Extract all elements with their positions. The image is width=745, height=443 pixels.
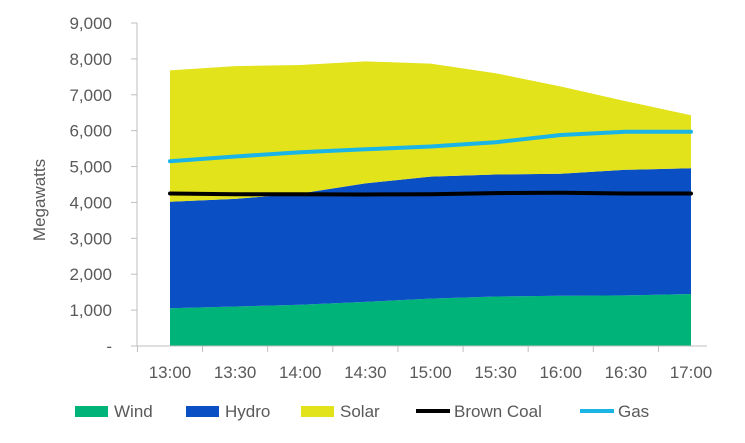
x-tick-label: 17:00 — [670, 363, 713, 382]
line-brown-coal — [168, 190, 693, 197]
x-tick-label: 14:00 — [279, 363, 322, 382]
y-tick-label: 2,000 — [69, 265, 112, 284]
y-tick-label: 9,000 — [69, 14, 112, 33]
legend-swatch-wind — [75, 406, 108, 417]
y-tick-label: 1,000 — [69, 301, 112, 320]
x-tick-label: 13:00 — [149, 363, 192, 382]
y-axis-label: Megawatts — [30, 159, 49, 241]
line-gas — [168, 129, 693, 164]
legend-label-solar: Solar — [340, 402, 380, 421]
legend-label-hydro: Hydro — [225, 402, 270, 421]
axes — [131, 22, 707, 352]
series-lines — [168, 129, 693, 197]
y-tick-label: 6,000 — [69, 122, 112, 141]
y-tick-label: 8,000 — [69, 50, 112, 69]
x-tick-label: 13:30 — [214, 363, 257, 382]
legend: Wind Hydro Solar Brown Coal Gas — [75, 402, 649, 421]
tick-labels: - 1,000 2,000 3,000 4,000 5,000 6,000 7,000 8,00… — [69, 14, 712, 382]
stacked-areas — [170, 61, 691, 346]
y-tick-label: - — [106, 337, 112, 356]
legend-label-gas: Gas — [618, 402, 649, 421]
y-tick-label: 5,000 — [69, 158, 112, 177]
legend-label-brown-coal: Brown Coal — [454, 402, 542, 421]
x-tick-label: 14:30 — [344, 363, 387, 382]
y-tick-label: 7,000 — [69, 86, 112, 105]
x-tick-label: 16:30 — [605, 363, 648, 382]
legend-swatch-solar — [301, 406, 334, 417]
y-tick-label: 3,000 — [69, 229, 112, 248]
x-tick-label: 16:00 — [539, 363, 582, 382]
x-tick-label: 15:30 — [474, 363, 517, 382]
y-tick-label: 4,000 — [69, 193, 112, 212]
x-tick-label: 15:00 — [409, 363, 452, 382]
legend-swatch-hydro — [186, 406, 219, 417]
legend-label-wind: Wind — [114, 402, 153, 421]
area-wind — [170, 294, 691, 346]
area-hydro — [170, 168, 691, 309]
area-solar — [170, 61, 691, 202]
